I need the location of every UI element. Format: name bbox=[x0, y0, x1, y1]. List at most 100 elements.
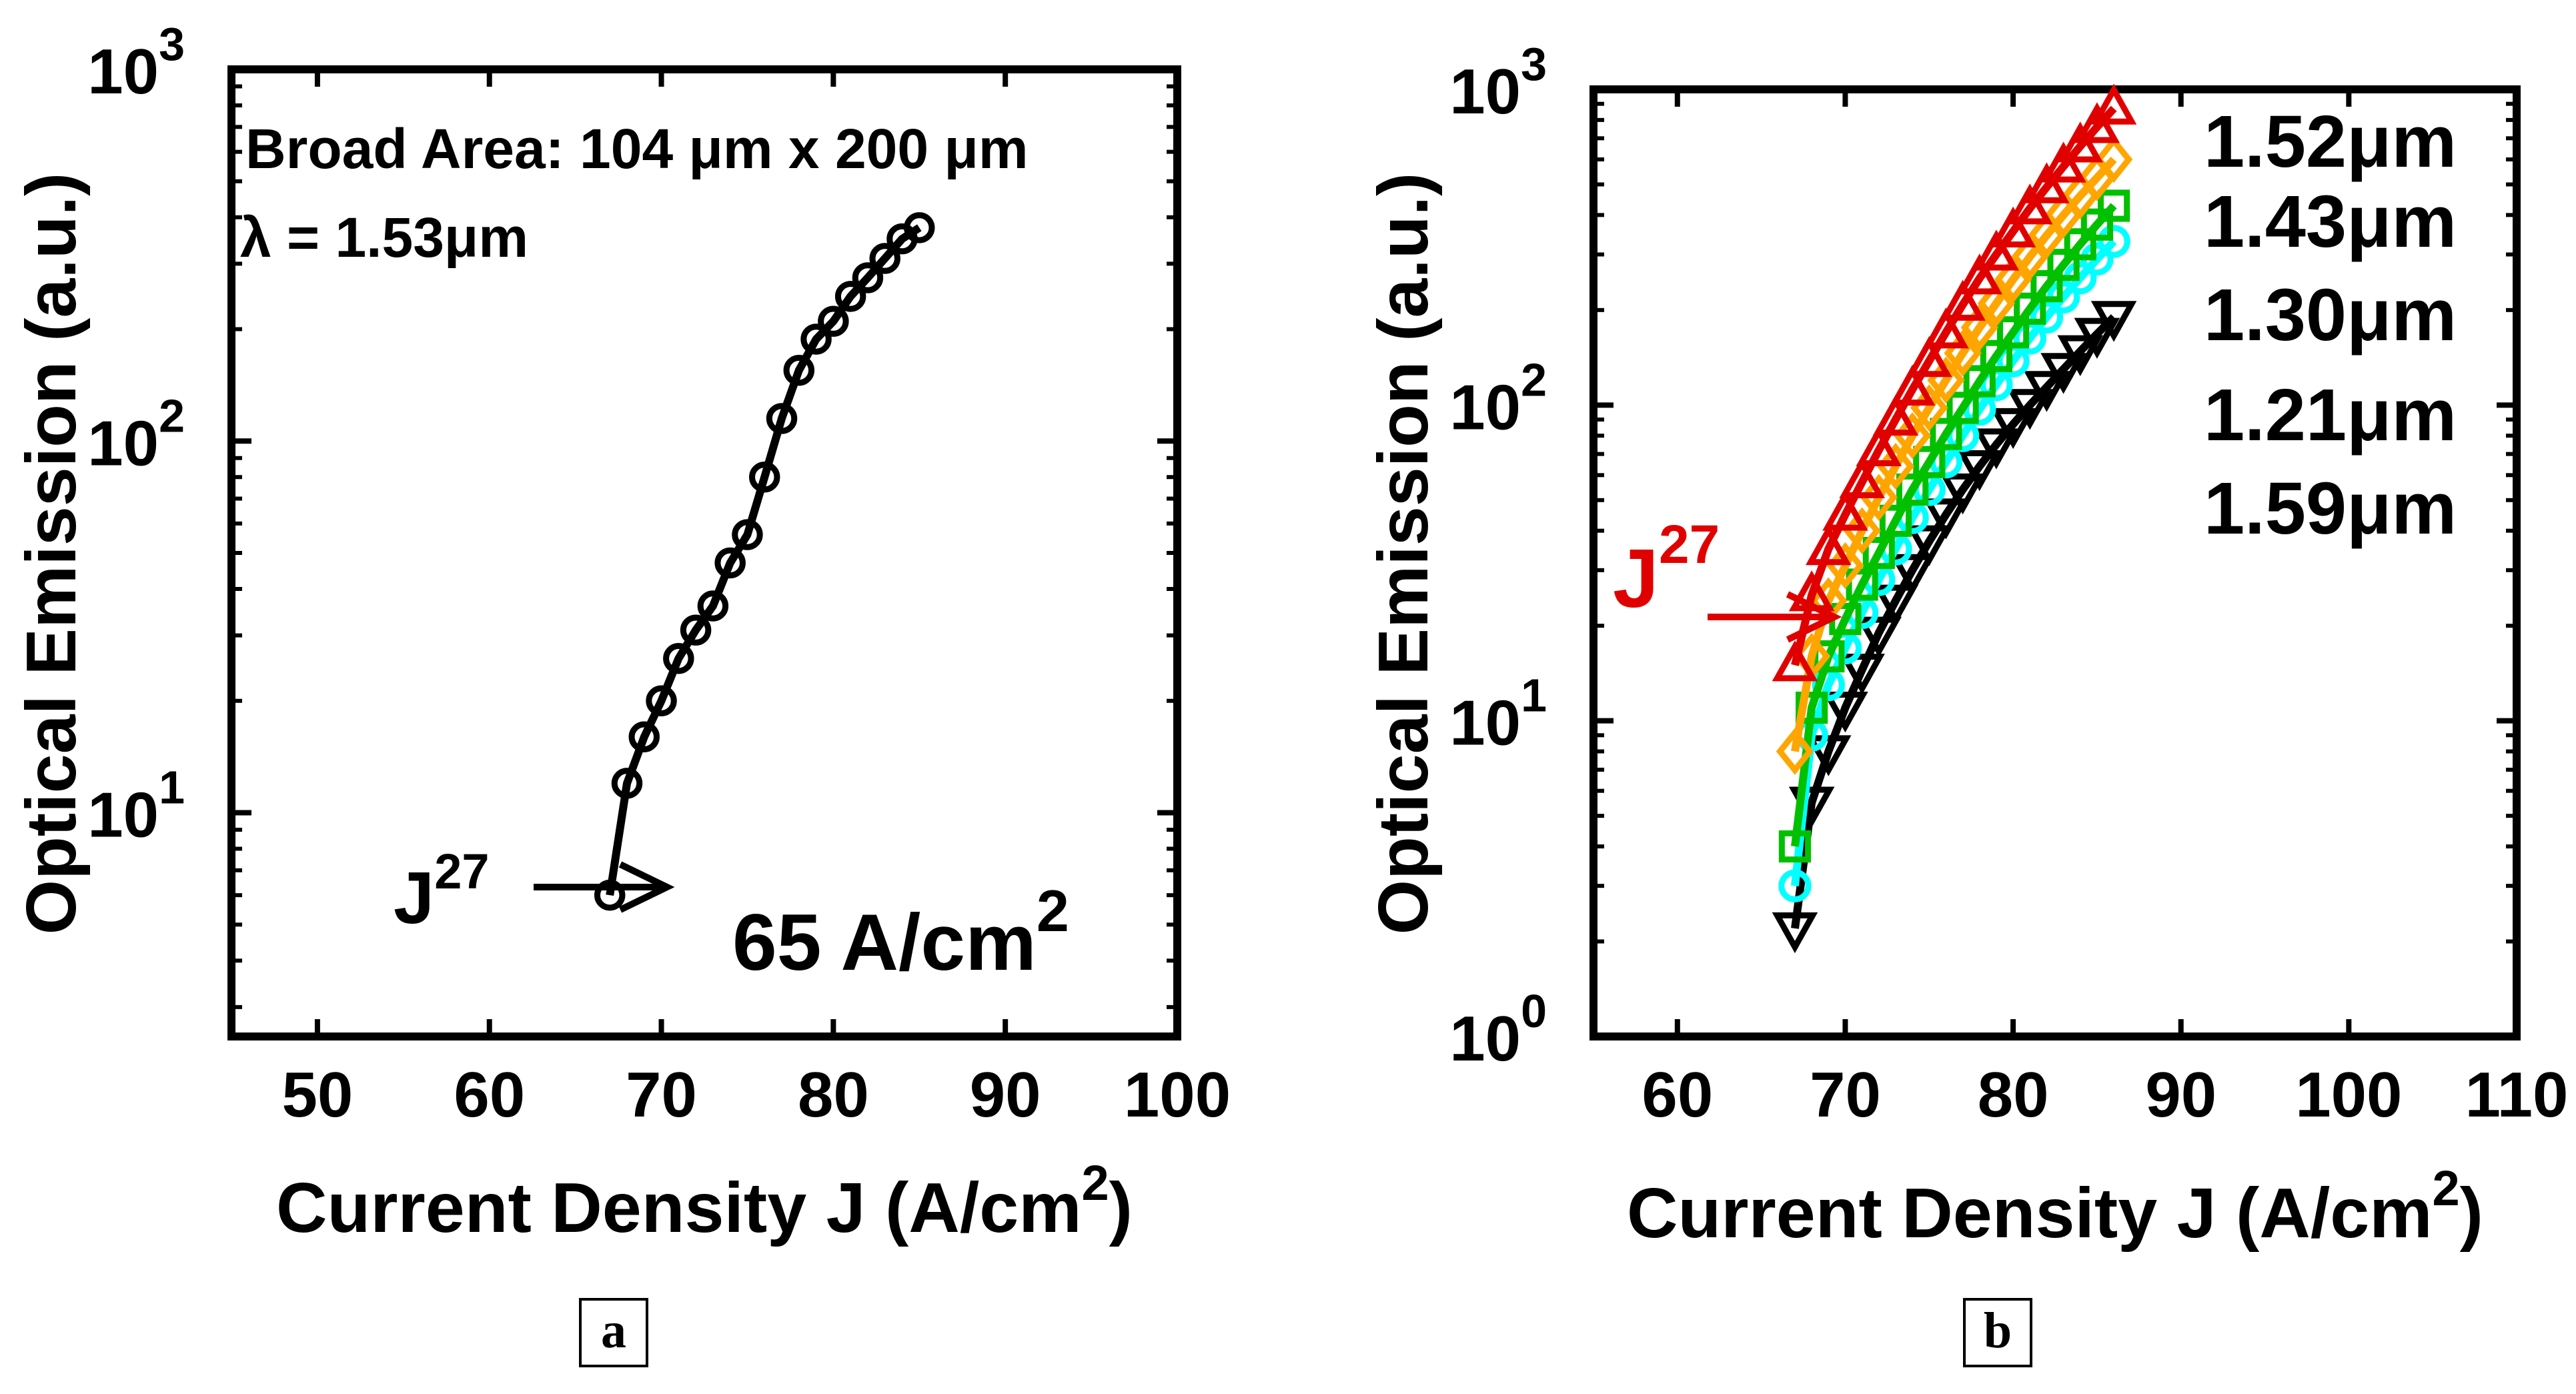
data-point bbox=[2030, 269, 2063, 303]
data-point bbox=[2074, 317, 2120, 359]
data-point bbox=[1822, 691, 1868, 733]
data-point bbox=[594, 879, 626, 911]
data-point bbox=[852, 262, 884, 293]
data-point bbox=[1893, 412, 1932, 460]
data-point bbox=[732, 519, 763, 550]
data-point bbox=[2064, 228, 2096, 261]
data-point bbox=[1906, 335, 1952, 378]
data-point bbox=[2030, 300, 2064, 334]
panel-label-b: b bbox=[1984, 1303, 2012, 1359]
data-point bbox=[1960, 303, 1998, 352]
panel-label-a: a bbox=[601, 1303, 626, 1359]
annotation-threshold: 65 A/cm2 bbox=[732, 878, 1069, 987]
annotation-wavelength: λ = 1.53μm bbox=[240, 206, 528, 269]
y-axis-label-a: Optical Emission (a.u.) bbox=[12, 173, 91, 935]
x-tick-label: 70 bbox=[626, 1059, 697, 1131]
y-tick-label: 100 bbox=[1449, 985, 1547, 1075]
annotation-broad-area: Broad Area: 104 μm x 200 μm bbox=[245, 117, 1029, 180]
legend-item-1-52: 1.52μm bbox=[2204, 101, 2457, 183]
data-point bbox=[2057, 121, 2104, 163]
x-axis-label-a: Current Density J (A/cm2) bbox=[276, 1155, 1133, 1247]
x-tick-label: 90 bbox=[970, 1059, 1041, 1131]
data-point bbox=[680, 614, 712, 646]
y-tick-label: 102 bbox=[1449, 354, 1547, 443]
data-point bbox=[1860, 474, 1898, 521]
data-point bbox=[2094, 135, 2133, 183]
data-point bbox=[1896, 473, 1929, 506]
x-tick-label: 60 bbox=[1642, 1059, 1713, 1131]
data-point bbox=[1977, 279, 2016, 327]
legend-b: 1.52μm 1.43μm 1.30μm 1.21μm 1.59μm bbox=[2204, 101, 2457, 550]
axis-ticks-b: 60 70 80 90 100 110 100 101 102 103 bbox=[1449, 38, 2568, 1131]
data-point bbox=[1772, 640, 1818, 682]
data-point bbox=[1956, 253, 2003, 295]
series-layer-b bbox=[1772, 83, 2137, 954]
x-tick-label: 80 bbox=[1978, 1059, 2049, 1131]
annotation-j27-label-b: J27 bbox=[1613, 514, 1720, 625]
data-point bbox=[611, 768, 643, 799]
data-point bbox=[1973, 428, 2020, 470]
panel-b: 60 70 80 90 100 110 100 101 102 103 1.52μm 1.43μm… bbox=[1364, 38, 2568, 1367]
x-tick-label: 50 bbox=[282, 1059, 354, 1131]
data-point bbox=[663, 643, 694, 674]
data-point bbox=[766, 403, 798, 434]
series-line bbox=[606, 224, 922, 896]
data-point bbox=[1879, 504, 1912, 537]
x-tick-label: 110 bbox=[2465, 1059, 2569, 1131]
series-layer-a bbox=[594, 212, 935, 911]
data-point bbox=[1778, 830, 1812, 863]
data-point bbox=[1930, 418, 1962, 450]
x-tick-label: 70 bbox=[1810, 1059, 1881, 1131]
data-point bbox=[2090, 83, 2137, 125]
y-tick-label: 101 bbox=[1449, 670, 1547, 759]
data-point bbox=[2097, 189, 2130, 222]
data-point bbox=[800, 323, 832, 355]
data-point bbox=[2040, 353, 2086, 394]
plot-area-a bbox=[227, 65, 1181, 1040]
data-point bbox=[2090, 301, 2137, 342]
data-point bbox=[1876, 442, 1915, 490]
legend-item-1-59: 1.59μm bbox=[2204, 468, 2457, 550]
data-point bbox=[2047, 249, 2080, 281]
data-point bbox=[1923, 498, 1969, 540]
data-point bbox=[1856, 425, 1902, 466]
data-point bbox=[2080, 208, 2114, 241]
legend-item-1-43: 1.43μm bbox=[2204, 181, 2457, 263]
data-point bbox=[1940, 473, 1986, 515]
data-point bbox=[2014, 292, 2046, 325]
data-point bbox=[1946, 392, 1979, 424]
data-point bbox=[2024, 371, 2070, 412]
x-tick-label: 90 bbox=[2145, 1059, 2216, 1131]
data-point bbox=[1996, 316, 2030, 349]
data-point bbox=[1940, 279, 1986, 321]
data-point bbox=[1806, 735, 1852, 776]
data-point bbox=[1980, 339, 2013, 372]
data-point bbox=[2024, 162, 2070, 203]
data-point bbox=[1872, 394, 1919, 436]
data-point bbox=[1913, 446, 1946, 478]
data-point bbox=[2097, 225, 2130, 258]
panel-label-box-b bbox=[1963, 1298, 2032, 1367]
data-point bbox=[1889, 554, 1936, 596]
arrow-j27-b bbox=[1708, 591, 1842, 643]
legend-item-1-21: 1.21μm bbox=[2204, 374, 2457, 456]
data-point bbox=[1839, 457, 1885, 498]
data-point bbox=[1843, 507, 1881, 554]
x-tick-label: 80 bbox=[798, 1059, 869, 1131]
data-point bbox=[2006, 389, 2053, 430]
data-point bbox=[904, 212, 935, 243]
data-point bbox=[2057, 335, 2104, 376]
legend-item-1-30: 1.30μm bbox=[2204, 274, 2457, 356]
data-point bbox=[1990, 206, 2036, 247]
data-point bbox=[783, 354, 815, 386]
data-point bbox=[1956, 450, 2003, 492]
data-point bbox=[1776, 728, 1814, 775]
data-point bbox=[1806, 524, 1852, 566]
y-tick-label: 101 bbox=[87, 762, 185, 851]
x-tick-label: 100 bbox=[2295, 1059, 2402, 1131]
data-point bbox=[714, 547, 746, 579]
data-point bbox=[1973, 229, 2020, 271]
data-point bbox=[1994, 255, 2032, 303]
data-point bbox=[1872, 584, 1919, 626]
